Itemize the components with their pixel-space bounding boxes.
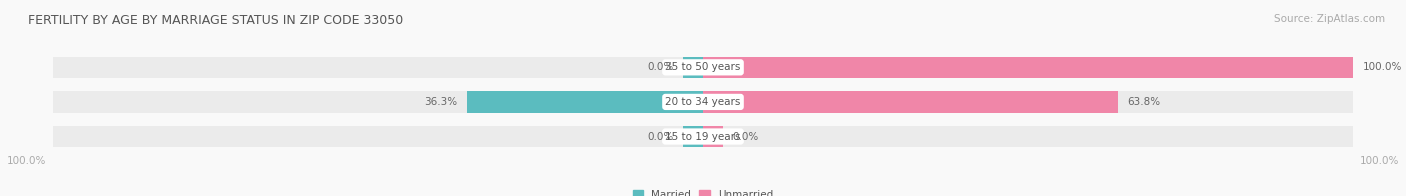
Bar xyxy=(703,57,1354,78)
Text: 100.0%: 100.0% xyxy=(1360,156,1399,166)
Text: 63.8%: 63.8% xyxy=(1128,97,1161,107)
Text: Source: ZipAtlas.com: Source: ZipAtlas.com xyxy=(1274,14,1385,24)
Text: 15 to 19 years: 15 to 19 years xyxy=(665,132,741,142)
Bar xyxy=(683,126,703,147)
Text: FERTILITY BY AGE BY MARRIAGE STATUS IN ZIP CODE 33050: FERTILITY BY AGE BY MARRIAGE STATUS IN Z… xyxy=(28,14,404,27)
Text: 100.0%: 100.0% xyxy=(1364,62,1403,72)
Text: 0.0%: 0.0% xyxy=(648,132,673,142)
Text: 20 to 34 years: 20 to 34 years xyxy=(665,97,741,107)
Text: 0.0%: 0.0% xyxy=(733,132,758,142)
Bar xyxy=(467,91,703,113)
Bar xyxy=(703,91,1118,113)
Legend: Married, Unmarried: Married, Unmarried xyxy=(633,190,773,196)
Text: 0.0%: 0.0% xyxy=(648,62,673,72)
Text: 36.3%: 36.3% xyxy=(425,97,457,107)
Bar xyxy=(703,126,723,147)
Text: 100.0%: 100.0% xyxy=(7,156,46,166)
Text: 35 to 50 years: 35 to 50 years xyxy=(665,62,741,72)
Bar xyxy=(52,57,1354,78)
Bar xyxy=(683,57,703,78)
Bar xyxy=(52,91,1354,113)
Bar xyxy=(52,126,1354,147)
